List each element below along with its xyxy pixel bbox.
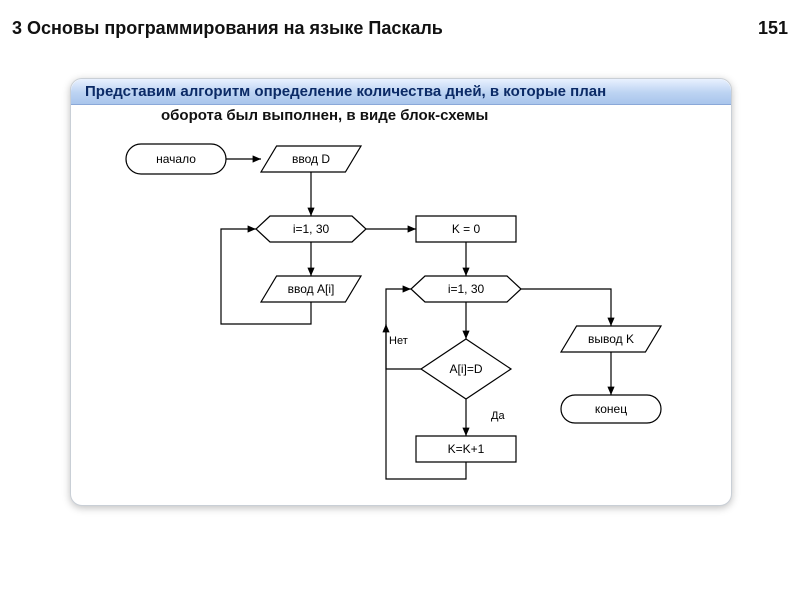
slide-frame: Представим алгоритм определение количест…: [70, 78, 732, 506]
node-label-end: конец: [595, 402, 627, 416]
node-label-k0: K = 0: [452, 222, 481, 236]
node-label-kinc: K=K+1: [448, 442, 485, 456]
node-label-inAi: ввод A[i]: [288, 282, 335, 296]
page-number: 151: [758, 18, 788, 39]
node-label-cond: A[i]=D: [449, 362, 482, 376]
edge: [521, 289, 611, 326]
node-label-outK: вывод K: [588, 332, 634, 346]
flowchart: Да Нет начало ввод D i=1, 30 ввод A[i] K = 0 i=…: [71, 79, 731, 505]
node-label-start: начало: [156, 152, 196, 166]
node-label-loop1: i=1, 30: [293, 222, 330, 236]
edge-label: Да: [491, 410, 505, 422]
node-label-loop2: i=1, 30: [448, 282, 485, 296]
edge-label: Нет: [389, 335, 408, 347]
page-title: 3 Основы программирования на языке Паска…: [12, 18, 443, 39]
node-label-inD: ввод D: [292, 152, 330, 166]
